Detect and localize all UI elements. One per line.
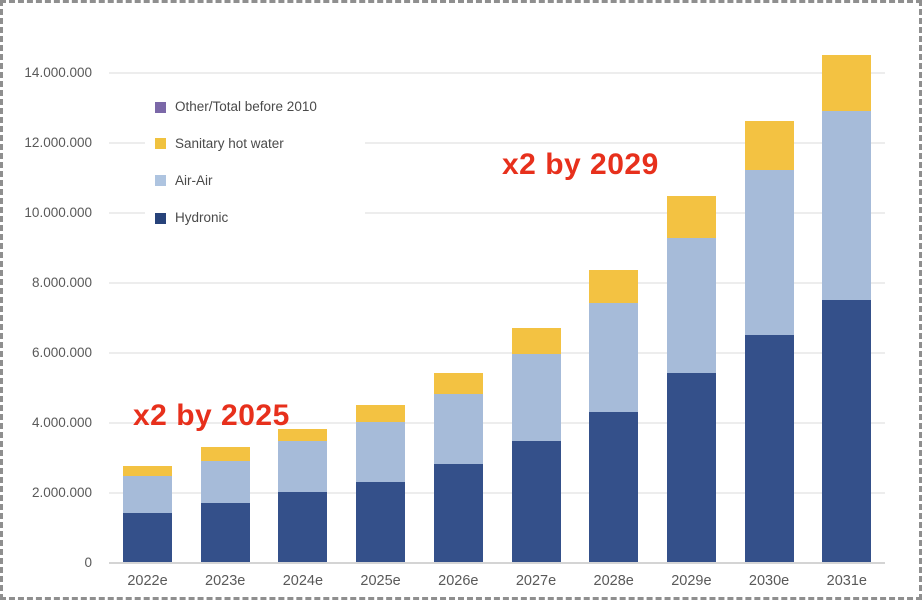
bar-segment-air-air-2029e bbox=[666, 238, 716, 373]
x-tick-label-2026e: 2026e bbox=[438, 573, 479, 589]
y-gridline bbox=[109, 211, 885, 214]
bar-segment-hydronic-2029e bbox=[666, 373, 716, 562]
y-tick-label: 0 bbox=[84, 554, 92, 570]
bar-segment-air-air-2022e bbox=[123, 476, 172, 513]
y-tick-label: 8.000.000 bbox=[31, 274, 92, 290]
y-tick-label: 2.000.000 bbox=[31, 484, 92, 500]
bar-segment-air-air-2025e bbox=[356, 422, 406, 482]
bar-segment-sanitary-hot-water-2024e bbox=[278, 429, 328, 442]
legend-swatch-other-total-before-2010-icon bbox=[155, 101, 166, 113]
legend-swatch-sanitary-hot-water-icon bbox=[155, 138, 166, 149]
y-gridline bbox=[109, 281, 885, 284]
bar-segment-hydronic-2026e bbox=[433, 464, 483, 562]
bar-segment-hydronic-2024e bbox=[278, 492, 328, 562]
x-tick-label-2024e: 2024e bbox=[282, 573, 324, 589]
x-tick-label-2023e: 2023e bbox=[205, 573, 246, 589]
y-gridline bbox=[109, 421, 885, 424]
annotation-x2-by-2025: x2 by 2025 bbox=[133, 399, 290, 432]
bar-segment-sanitary-hot-water-2028e bbox=[589, 269, 639, 303]
x-tick-label-2028e: 2028e bbox=[593, 573, 634, 589]
bar-segment-air-air-2031e bbox=[822, 110, 872, 300]
y-tick-label: 14.000.000 bbox=[24, 64, 92, 80]
bar-segment-hydronic-2030e bbox=[744, 334, 794, 562]
bar-segment-hydronic-2025e bbox=[356, 481, 406, 562]
y-tick-label: 4.000.000 bbox=[31, 414, 92, 430]
bar-segment-hydronic-2031e bbox=[822, 299, 872, 562]
annotation-x2-by-2029: x2 by 2029 bbox=[502, 148, 659, 181]
legend-item-sanitary-hot-water: Sanitary hot water bbox=[155, 137, 284, 151]
bar-segment-sanitary-hot-water-2026e bbox=[433, 373, 483, 394]
x-tick-label-2025e: 2025e bbox=[360, 573, 401, 589]
bar-segment-hydronic-2027e bbox=[511, 441, 561, 562]
legend-label: Hydronic bbox=[175, 210, 229, 226]
bar-segment-sanitary-hot-water-2030e bbox=[744, 121, 794, 170]
bar-segment-sanitary-hot-water-2025e bbox=[356, 404, 406, 422]
bar-segment-hydronic-2022e bbox=[123, 513, 172, 562]
bar-segment-sanitary-hot-water-2022e bbox=[123, 465, 172, 477]
bar-segment-sanitary-hot-water-2027e bbox=[511, 327, 561, 354]
x-tick-label-2029e: 2029e bbox=[671, 573, 712, 589]
bar-segment-air-air-2028e bbox=[589, 303, 639, 412]
y-gridline bbox=[109, 491, 885, 494]
x-tick-label-2022e: 2022e bbox=[127, 573, 168, 589]
bar-segment-air-air-2030e bbox=[744, 170, 794, 335]
legend-label: Other/Total before 2010 bbox=[175, 99, 317, 115]
bar-segment-air-air-2023e bbox=[200, 460, 250, 503]
bar-segment-air-air-2026e bbox=[433, 394, 483, 464]
y-gridline bbox=[109, 71, 885, 74]
legend: Other/Total before 2010 Sanitary hot wate… bbox=[145, 90, 365, 231]
legend-item-hydronic: Hydronic bbox=[155, 211, 228, 225]
bar-segment-sanitary-hot-water-2031e bbox=[822, 54, 872, 111]
bar-segment-air-air-2024e bbox=[278, 441, 328, 492]
legend-item-air-air: Air-Air bbox=[155, 174, 213, 188]
legend-label: Air-Air bbox=[175, 172, 213, 188]
x-tick-label-2027e: 2027e bbox=[515, 573, 557, 589]
y-tick-label: 10.000.000 bbox=[24, 204, 92, 220]
bar-segment-air-air-2027e bbox=[511, 353, 561, 442]
legend-label: Sanitary hot water bbox=[175, 135, 284, 151]
bar-segment-hydronic-2028e bbox=[589, 411, 639, 562]
bar-segment-hydronic-2023e bbox=[200, 502, 250, 562]
legend-swatch-hydronic-icon bbox=[155, 212, 166, 224]
legend-swatch-air-air-icon bbox=[155, 175, 166, 186]
x-tick-label-2030e: 2030e bbox=[748, 573, 790, 589]
y-gridline bbox=[109, 141, 885, 144]
y-tick-label: 12.000.000 bbox=[24, 134, 92, 150]
y-tick-label: 6.000.000 bbox=[31, 344, 92, 360]
x-tick-label-2031e: 2031e bbox=[826, 573, 867, 589]
x-axis-line bbox=[109, 561, 885, 564]
legend-item-other-total-before-2010: Other/Total before 2010 bbox=[155, 100, 317, 114]
bar-segment-sanitary-hot-water-2023e bbox=[200, 446, 250, 461]
y-gridline bbox=[109, 351, 885, 354]
bar-segment-sanitary-hot-water-2029e bbox=[666, 196, 716, 239]
